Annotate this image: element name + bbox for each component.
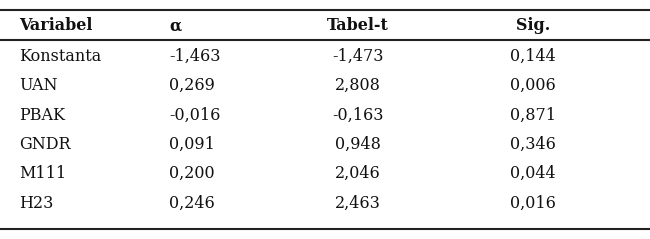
- Text: PBAK: PBAK: [20, 107, 66, 124]
- Text: 2,808: 2,808: [335, 77, 380, 94]
- Text: 0,200: 0,200: [169, 165, 214, 182]
- Text: -0,016: -0,016: [169, 107, 220, 124]
- Text: M111: M111: [20, 165, 66, 182]
- Text: 0,016: 0,016: [510, 195, 556, 212]
- Text: 0,346: 0,346: [510, 136, 556, 153]
- Text: -1,463: -1,463: [169, 48, 220, 65]
- Text: 2,046: 2,046: [335, 165, 380, 182]
- Text: Variabel: Variabel: [20, 17, 93, 34]
- Text: H23: H23: [20, 195, 54, 212]
- Text: -0,163: -0,163: [332, 107, 384, 124]
- Text: 2,463: 2,463: [335, 195, 380, 212]
- Text: 0,871: 0,871: [510, 107, 556, 124]
- Text: 0,091: 0,091: [169, 136, 215, 153]
- Text: GNDR: GNDR: [20, 136, 71, 153]
- Text: α: α: [169, 17, 181, 34]
- Text: 0,044: 0,044: [510, 165, 556, 182]
- Text: 0,269: 0,269: [169, 77, 215, 94]
- Text: UAN: UAN: [20, 77, 58, 94]
- Text: 0,006: 0,006: [510, 77, 556, 94]
- Text: 0,948: 0,948: [335, 136, 380, 153]
- Text: 0,246: 0,246: [169, 195, 214, 212]
- Text: -1,473: -1,473: [332, 48, 384, 65]
- Text: Konstanta: Konstanta: [20, 48, 102, 65]
- Text: Sig.: Sig.: [516, 17, 550, 34]
- Text: Tabel-t: Tabel-t: [326, 17, 389, 34]
- Text: 0,144: 0,144: [510, 48, 556, 65]
